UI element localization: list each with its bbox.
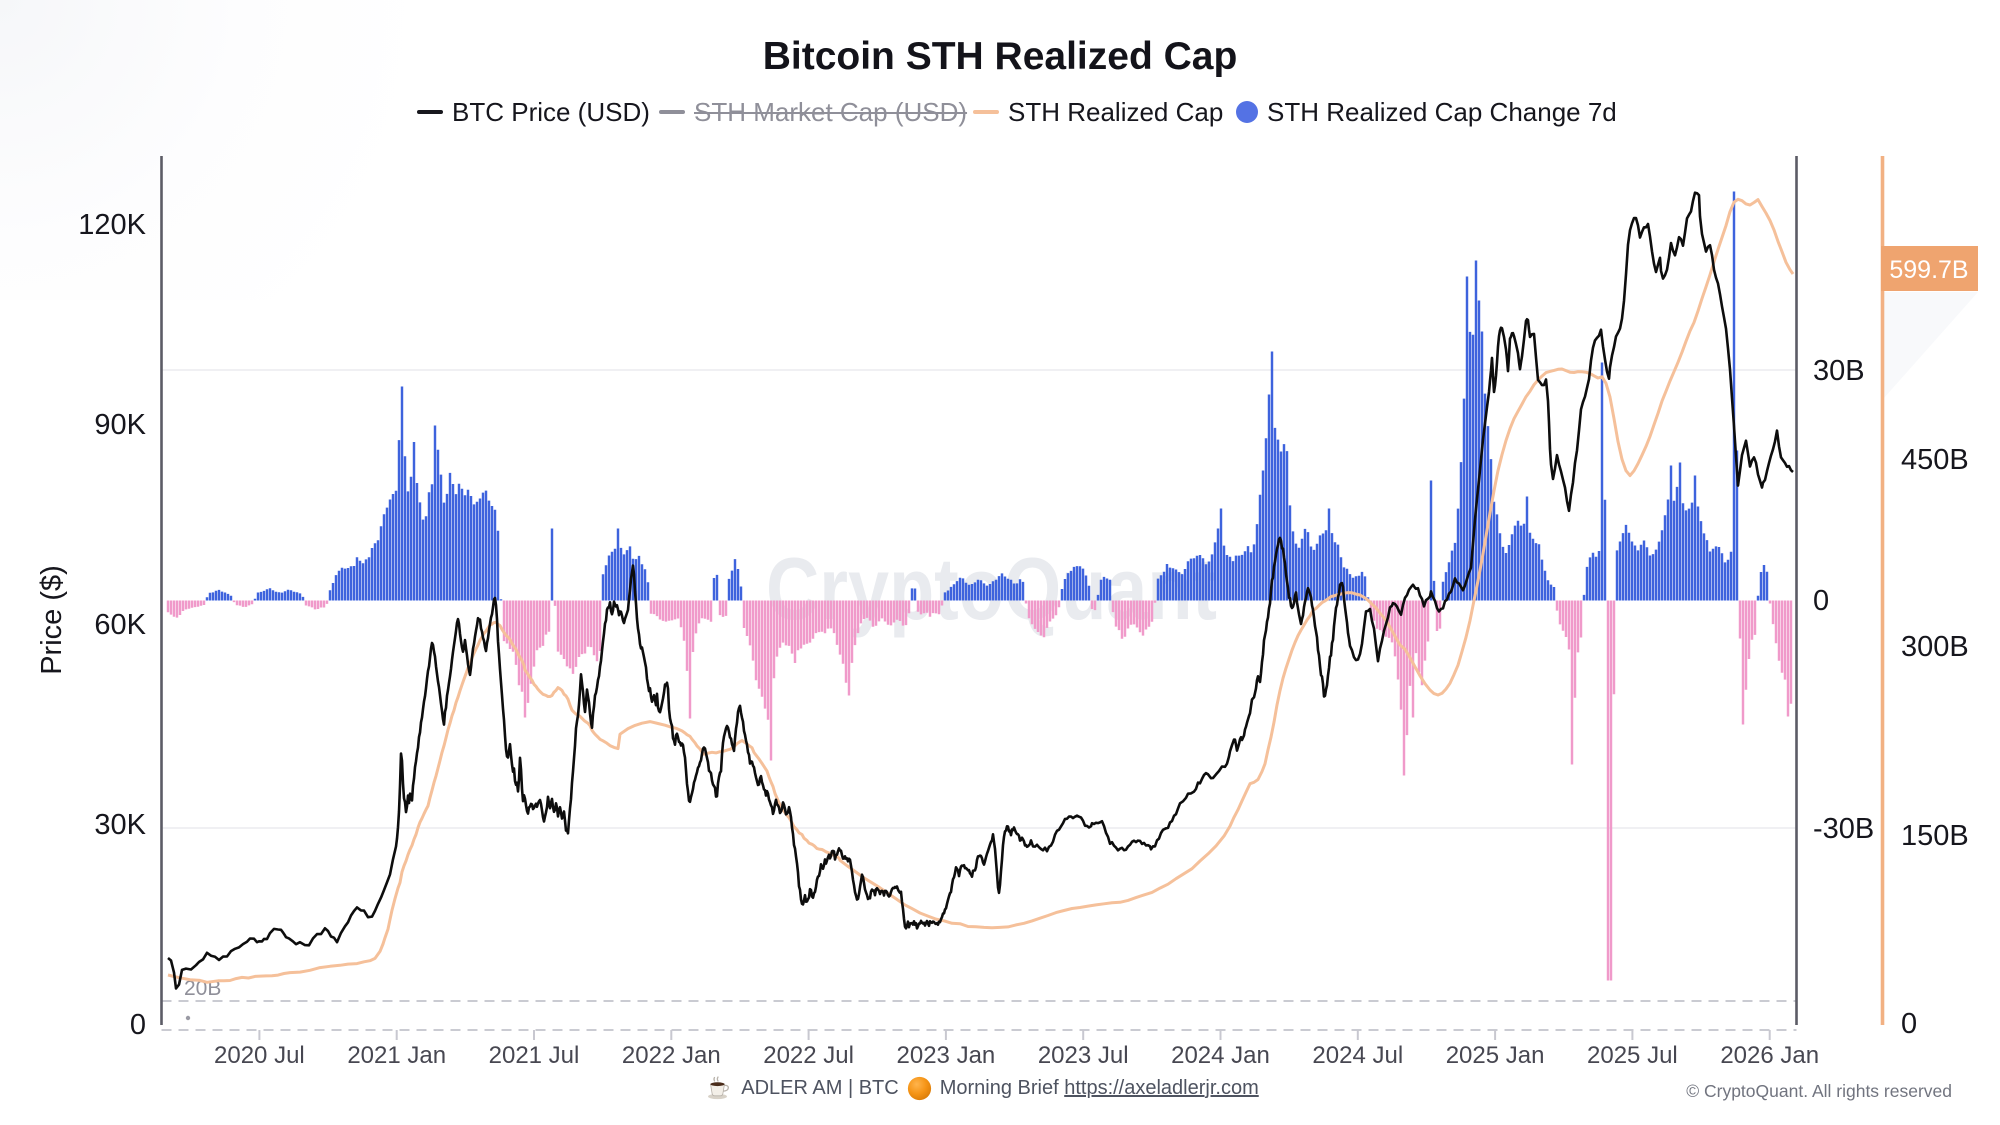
svg-text:2026 Jan: 2026 Jan [1720,1042,1819,1069]
svg-text:30K: 30K [94,809,146,841]
svg-text:599.7B: 599.7B [1889,256,1968,284]
svg-text:90K: 90K [94,409,146,441]
svg-text:2024 Jan: 2024 Jan [1171,1042,1270,1069]
svg-text:2025 Jan: 2025 Jan [1446,1042,1545,1069]
svg-text:450B: 450B [1901,444,1969,476]
svg-text:2025 Jul: 2025 Jul [1587,1042,1678,1069]
svg-text:-30B: -30B [1813,813,1874,845]
svg-text:2023 Jul: 2023 Jul [1038,1042,1129,1069]
svg-text:2024 Jul: 2024 Jul [1312,1042,1403,1069]
svg-text:2020 Jul: 2020 Jul [214,1042,305,1069]
svg-text:60K: 60K [94,609,146,641]
svg-text:2023 Jan: 2023 Jan [897,1042,996,1069]
svg-text:0: 0 [130,1009,146,1041]
svg-text:2022 Jul: 2022 Jul [763,1042,854,1069]
svg-text:30B: 30B [1813,355,1865,387]
svg-text:300B: 300B [1901,631,1969,663]
svg-text:2022 Jan: 2022 Jan [622,1042,721,1069]
svg-text:120K: 120K [78,209,146,241]
svg-text:0: 0 [1901,1008,1917,1040]
svg-text:Price ($): Price ($) [36,565,68,675]
svg-text:0: 0 [1813,585,1829,617]
svg-text:150B: 150B [1901,820,1969,852]
svg-text:2021 Jan: 2021 Jan [347,1042,446,1069]
svg-text:2021 Jul: 2021 Jul [489,1042,580,1069]
